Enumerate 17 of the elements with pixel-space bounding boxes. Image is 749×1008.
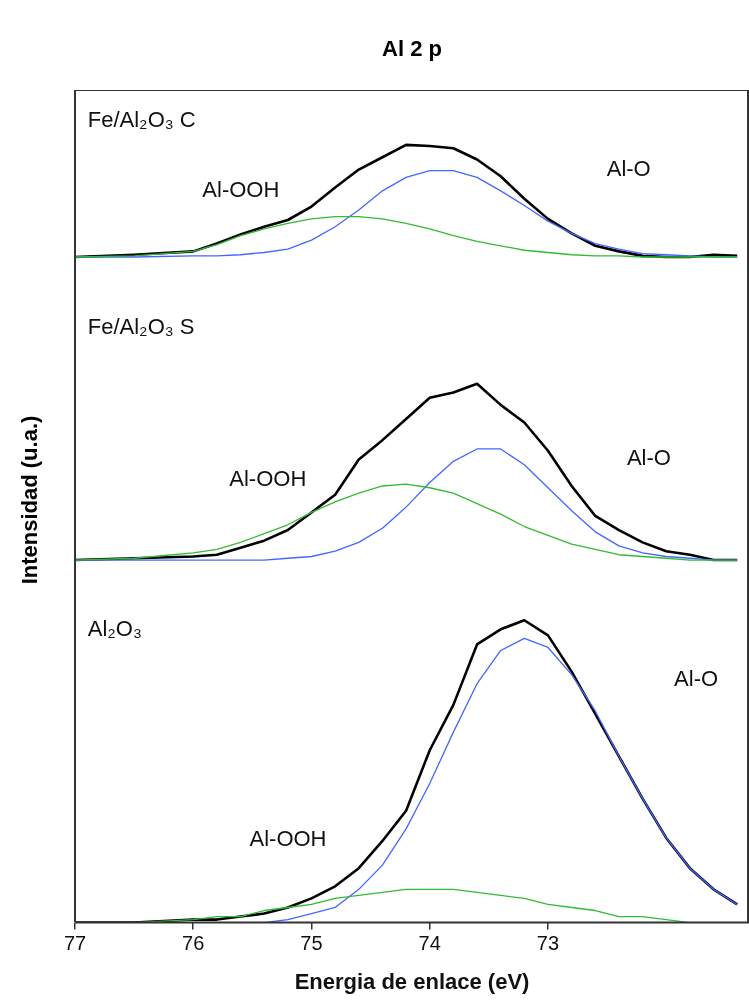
- annotation: Al-OOH: [249, 825, 327, 851]
- text: Fe/Al₂O₃ S: [87, 313, 195, 339]
- x-tick-label: 75: [300, 932, 323, 955]
- x-tick-label: 73: [536, 932, 560, 955]
- y-axis-title: Intensidad (u.a.): [17, 415, 43, 585]
- x-tick-label: 77: [63, 932, 87, 955]
- chart-title: Al 2 p: [381, 36, 443, 62]
- annotation: Al-O: [626, 444, 671, 470]
- x-tick-label: 76: [182, 932, 205, 955]
- x-axis-title: Energia de enlace (eV): [294, 968, 530, 994]
- annotation: Al-OOH: [202, 177, 280, 203]
- annotation: Al-O: [606, 156, 651, 182]
- annotation: Al-O: [674, 665, 719, 691]
- annotation: Al₂O₃: [87, 615, 142, 641]
- x-tick-label: 74: [418, 932, 441, 955]
- annotation: Al-OOH: [229, 466, 307, 492]
- text: Fe/Al₂O₃ C: [87, 107, 196, 133]
